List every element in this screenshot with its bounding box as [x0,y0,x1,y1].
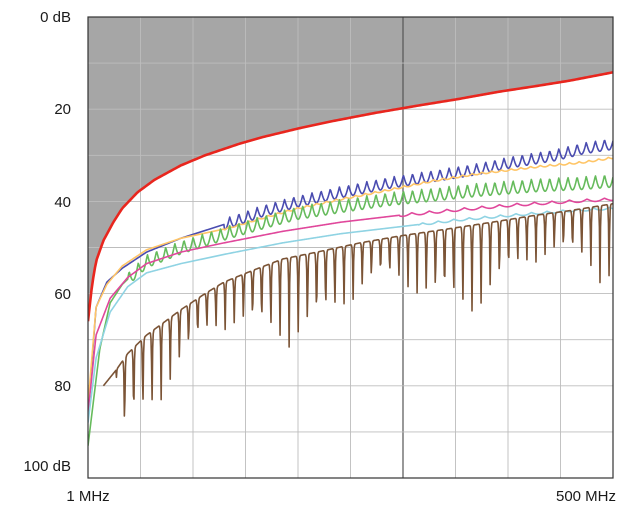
plot-frame [87,16,614,479]
limit-region-layer [88,17,613,322]
x-tick-label: 500 MHz [556,488,616,505]
y-tick-label: 60 [54,286,71,303]
y-tick-label: 100 dB [23,458,71,475]
y-tick-label: 40 [54,194,71,211]
y-axis-tick-labels: 0 dB 20 40 60 80 100 dB [23,9,71,475]
x-axis-tick-labels: 1 MHz 500 MHz [66,488,616,505]
limit-shaded-region [88,17,613,322]
series-line-3 [88,175,613,446]
series-line-6 [102,202,613,417]
x-tick-label: 1 MHz [66,488,109,505]
series-line-5 [88,206,613,423]
series-layer [88,71,613,446]
y-tick-label: 80 [54,378,71,395]
series-line-4 [88,197,613,414]
y-tick-label: 20 [54,101,71,118]
y-tick-label: 0 dB [40,9,71,26]
limit-curve-line [88,71,613,322]
series-line-2 [88,156,613,405]
